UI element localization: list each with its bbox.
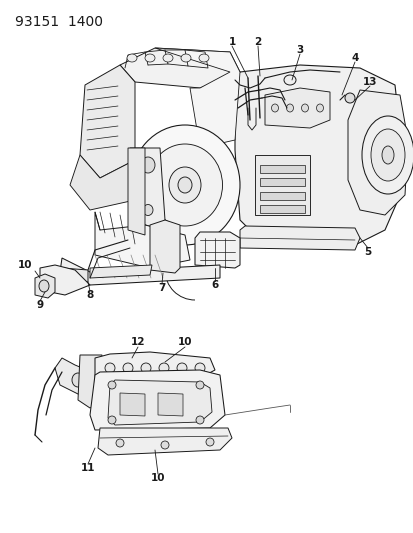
- Polygon shape: [259, 178, 304, 186]
- Polygon shape: [154, 48, 240, 148]
- Ellipse shape: [199, 54, 209, 62]
- Polygon shape: [40, 265, 90, 295]
- Ellipse shape: [159, 363, 169, 373]
- Ellipse shape: [381, 146, 393, 164]
- Polygon shape: [259, 192, 304, 200]
- Text: 1: 1: [228, 37, 235, 47]
- Ellipse shape: [301, 104, 308, 112]
- Text: 6: 6: [211, 280, 218, 290]
- Polygon shape: [62, 268, 88, 282]
- Text: 8: 8: [86, 290, 93, 300]
- Ellipse shape: [108, 381, 116, 389]
- Ellipse shape: [39, 280, 49, 292]
- Polygon shape: [120, 48, 240, 88]
- Polygon shape: [254, 155, 309, 215]
- Text: 4: 4: [351, 53, 358, 63]
- Polygon shape: [95, 352, 214, 385]
- Ellipse shape: [123, 363, 133, 373]
- Text: 12: 12: [131, 337, 145, 347]
- Ellipse shape: [195, 416, 204, 424]
- Polygon shape: [158, 393, 183, 416]
- Ellipse shape: [177, 363, 187, 373]
- Polygon shape: [55, 358, 95, 395]
- Ellipse shape: [169, 167, 201, 203]
- Text: 3: 3: [296, 45, 303, 55]
- Ellipse shape: [161, 441, 169, 449]
- Text: 7: 7: [158, 283, 165, 293]
- Polygon shape: [120, 393, 145, 416]
- Polygon shape: [240, 226, 359, 250]
- Ellipse shape: [370, 129, 404, 181]
- Ellipse shape: [141, 363, 151, 373]
- Text: 9: 9: [36, 300, 43, 310]
- Polygon shape: [108, 380, 211, 425]
- Ellipse shape: [316, 104, 323, 112]
- Polygon shape: [90, 370, 224, 430]
- Text: 5: 5: [363, 247, 371, 257]
- Polygon shape: [98, 428, 231, 455]
- Ellipse shape: [108, 416, 116, 424]
- Ellipse shape: [142, 205, 153, 215]
- Ellipse shape: [180, 54, 190, 62]
- Ellipse shape: [271, 104, 278, 112]
- Text: 10: 10: [177, 337, 192, 347]
- Ellipse shape: [105, 363, 115, 373]
- Polygon shape: [259, 205, 304, 213]
- Polygon shape: [95, 212, 190, 268]
- Polygon shape: [35, 274, 55, 298]
- Ellipse shape: [116, 439, 124, 447]
- Ellipse shape: [195, 381, 204, 389]
- Polygon shape: [70, 155, 135, 210]
- Ellipse shape: [206, 438, 214, 446]
- Polygon shape: [264, 88, 329, 128]
- Ellipse shape: [361, 116, 413, 194]
- Ellipse shape: [72, 373, 84, 387]
- Polygon shape: [90, 265, 152, 278]
- Ellipse shape: [195, 363, 204, 373]
- Text: 10: 10: [18, 260, 32, 270]
- Polygon shape: [130, 148, 165, 228]
- Ellipse shape: [178, 177, 192, 193]
- Ellipse shape: [344, 93, 354, 103]
- Polygon shape: [78, 355, 102, 408]
- Polygon shape: [80, 65, 135, 178]
- Polygon shape: [128, 148, 145, 235]
- Text: 11: 11: [81, 463, 95, 473]
- Text: 13: 13: [362, 77, 376, 87]
- Polygon shape: [347, 90, 407, 215]
- Ellipse shape: [145, 54, 154, 62]
- Polygon shape: [235, 65, 399, 248]
- Polygon shape: [195, 232, 240, 268]
- Polygon shape: [259, 165, 304, 173]
- Ellipse shape: [163, 54, 173, 62]
- Ellipse shape: [283, 75, 295, 85]
- Ellipse shape: [141, 157, 154, 173]
- Ellipse shape: [127, 54, 137, 62]
- Ellipse shape: [130, 125, 240, 245]
- Ellipse shape: [286, 104, 293, 112]
- Text: 2: 2: [254, 37, 261, 47]
- Text: 93151  1400: 93151 1400: [15, 15, 103, 29]
- Text: 10: 10: [150, 473, 165, 483]
- Polygon shape: [150, 220, 180, 273]
- Polygon shape: [60, 258, 219, 285]
- Ellipse shape: [147, 144, 222, 226]
